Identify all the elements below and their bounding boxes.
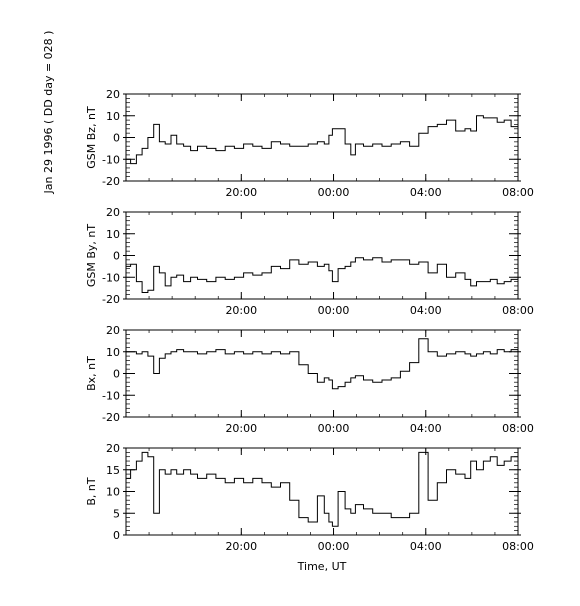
x-tick-label: 04:00 — [410, 540, 442, 553]
y-tick-label: -10 — [102, 389, 120, 402]
x-tick-label: 20:00 — [225, 186, 257, 199]
data-line-b-nt — [126, 451, 519, 527]
y-tick-label: 0 — [113, 529, 120, 542]
panel-bx-nt: -20 -10 0 10 20 20:00 00:00 04:00 08:00 Bx, nT — [85, 324, 534, 435]
y-tick-label: -10 — [102, 271, 120, 284]
y-tick-label: 15 — [106, 464, 120, 477]
y-tick-label: -20 — [102, 293, 120, 306]
x-tick-label: 20:00 — [225, 422, 257, 435]
x-tick-label: 08:00 — [502, 186, 534, 199]
x-tick-label: 00:00 — [318, 540, 350, 553]
x-tick-label: 00:00 — [318, 304, 350, 317]
y-axis-title: Bx, nT — [85, 356, 98, 391]
y-tick-label: 10 — [106, 228, 120, 241]
x-tick-label: 20:00 — [225, 304, 257, 317]
y-tick-label: 20 — [106, 206, 120, 219]
y-tick-label: 20 — [106, 324, 120, 337]
y-tick-label: -10 — [102, 153, 120, 166]
panel-gsm-by-nt: -20 -10 0 10 20 20:00 00:00 04:00 08:00 GSM By, n… — [85, 206, 534, 317]
y-tick-label: 10 — [106, 346, 120, 359]
panel-gsm-bz-nt: -20 -10 0 10 20 20:00 00:00 04:00 08:00 GSM Bz, n… — [85, 88, 534, 199]
y-tick-label: 5 — [113, 507, 120, 520]
date-label: Jan 29 1996 ( DD day = 028 ) — [42, 31, 55, 195]
y-tick-label: -20 — [102, 175, 120, 188]
y-tick-label: 20 — [106, 442, 120, 455]
y-tick-label: 10 — [106, 486, 120, 499]
x-tick-label: 08:00 — [502, 422, 534, 435]
y-tick-label: 0 — [113, 132, 120, 145]
x-tick-label: 08:00 — [502, 540, 534, 553]
y-tick-label: -20 — [102, 411, 120, 424]
y-tick-label: 0 — [113, 368, 120, 381]
y-axis-title: GSM Bz, nT — [85, 106, 98, 169]
x-tick-label: 00:00 — [318, 186, 350, 199]
panel-b-nt: 0 5 10 15 20 20:00 00:00 04:00 08:00 B, nT — [85, 442, 534, 553]
y-tick-label: 20 — [106, 88, 120, 101]
y-tick-label: 10 — [106, 110, 120, 123]
x-axis-title: Time, UT — [297, 560, 347, 573]
plot-frame — [125, 211, 519, 300]
y-axis-title: GSM By, nT — [85, 224, 98, 288]
plot-frame — [125, 329, 519, 418]
x-tick-label: 04:00 — [410, 186, 442, 199]
x-tick-label: 08:00 — [502, 304, 534, 317]
x-tick-label: 04:00 — [410, 304, 442, 317]
y-axis-title: B, nT — [85, 477, 98, 506]
data-line-gsm-by-nt — [126, 257, 519, 293]
plot-frame — [125, 93, 519, 182]
x-tick-label: 04:00 — [410, 422, 442, 435]
panels: -20 -10 0 10 20 20:00 00:00 04:00 08:00 GSM Bz, n… — [85, 88, 534, 553]
data-line-gsm-bz-nt — [126, 115, 518, 165]
x-tick-label: 20:00 — [225, 540, 257, 553]
y-tick-label: 0 — [113, 250, 120, 263]
plot-frame — [125, 447, 519, 536]
data-line-bx-nt — [126, 338, 518, 390]
x-tick-label: 00:00 — [318, 422, 350, 435]
